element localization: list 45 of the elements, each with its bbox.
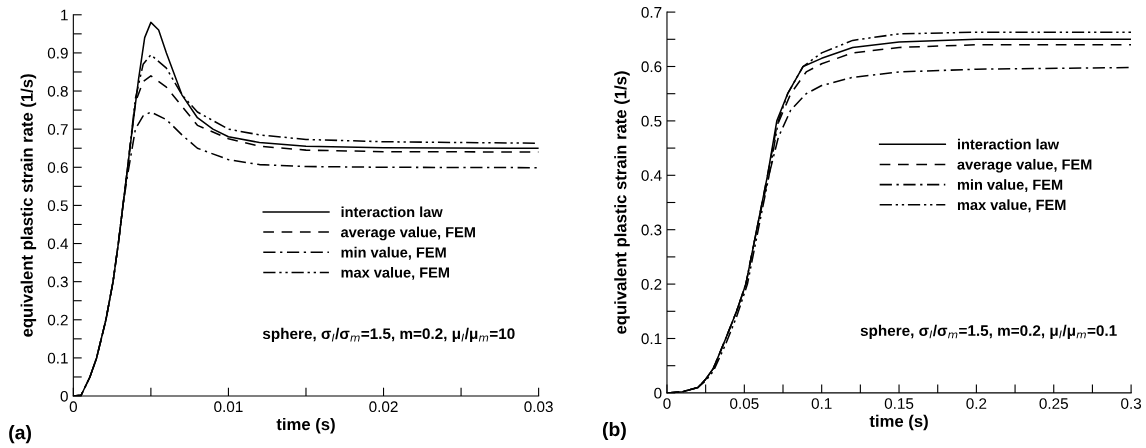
y-tick-label: 1 bbox=[61, 9, 68, 21]
y-axis-title: equivalent plastic strain rate (1/s) bbox=[20, 74, 37, 337]
text: (a) bbox=[9, 425, 31, 444]
y-tick-label: 0.1 bbox=[641, 333, 662, 345]
y-tick-label: 0.7 bbox=[47, 124, 68, 135]
text: sphere, σ$_{I}$/σ$_{m}$=1.5, m=0.2, μ$_{I}$/μ$_{m}$=0.1 bbox=[860, 324, 1117, 340]
x-tick-label: 0.3 bbox=[1121, 398, 1142, 409]
legend-label: max value, FEM bbox=[957, 199, 1066, 213]
legend-label: interaction law bbox=[957, 138, 1060, 150]
y-tick-label: 0.4 bbox=[641, 170, 662, 181]
legend-label: max value, FEM bbox=[341, 267, 450, 280]
x-axis-title: time (s) bbox=[869, 414, 928, 431]
x-tick-label: 0.15 bbox=[884, 398, 914, 409]
y-tick-label: 0.2 bbox=[641, 278, 662, 290]
x-tick-label: 0.2 bbox=[966, 398, 987, 409]
y-tick-label: 0 bbox=[654, 387, 662, 399]
x-tick-label: 0.05 bbox=[730, 398, 759, 409]
y-tick-label: 0.5 bbox=[47, 200, 68, 212]
y-tick-label: 0.5 bbox=[641, 115, 662, 127]
legend-label: average value, FEM bbox=[340, 226, 475, 241]
x-tick-label: 0 bbox=[69, 401, 77, 413]
legend-label: min value, FEM bbox=[341, 246, 446, 260]
y-tick-label: 0.3 bbox=[47, 276, 68, 288]
y-tick-label: 0.2 bbox=[47, 314, 68, 326]
x-tick-label: 0.01 bbox=[214, 401, 243, 413]
y-axis-title: equivalent plastic strain rate (1/s) bbox=[614, 71, 630, 334]
y-tick-label: 0.6 bbox=[47, 162, 68, 173]
legend-label: min value, FEM bbox=[957, 179, 1063, 192]
text: (b) bbox=[602, 421, 626, 441]
x-tick-label: 0 bbox=[663, 398, 671, 409]
legend-label: interaction law bbox=[341, 206, 443, 218]
text: sphere, σ$_{I}$/σ$_{m}$=1.5, m=0.2, μ$_{I}$/μ$_{m}$=10 bbox=[262, 327, 515, 343]
x-axis-title: time (s) bbox=[276, 417, 335, 434]
legend-label: average value, FEM bbox=[957, 158, 1092, 173]
y-tick-label: 0.4 bbox=[47, 238, 69, 250]
x-tick-label: 0.1 bbox=[811, 398, 832, 409]
y-tick-label: 0.6 bbox=[641, 61, 662, 73]
y-tick-label: 0.1 bbox=[47, 352, 68, 364]
y-tick-label: 0.8 bbox=[47, 85, 68, 97]
x-tick-label: 0.25 bbox=[1039, 398, 1068, 409]
y-tick-label: 0.9 bbox=[47, 47, 68, 59]
x-tick-label: 0.03 bbox=[524, 401, 553, 413]
y-tick-label: 0.3 bbox=[641, 224, 662, 236]
y-tick-label: 0.7 bbox=[641, 6, 662, 18]
x-tick-label: 0.02 bbox=[369, 401, 398, 413]
